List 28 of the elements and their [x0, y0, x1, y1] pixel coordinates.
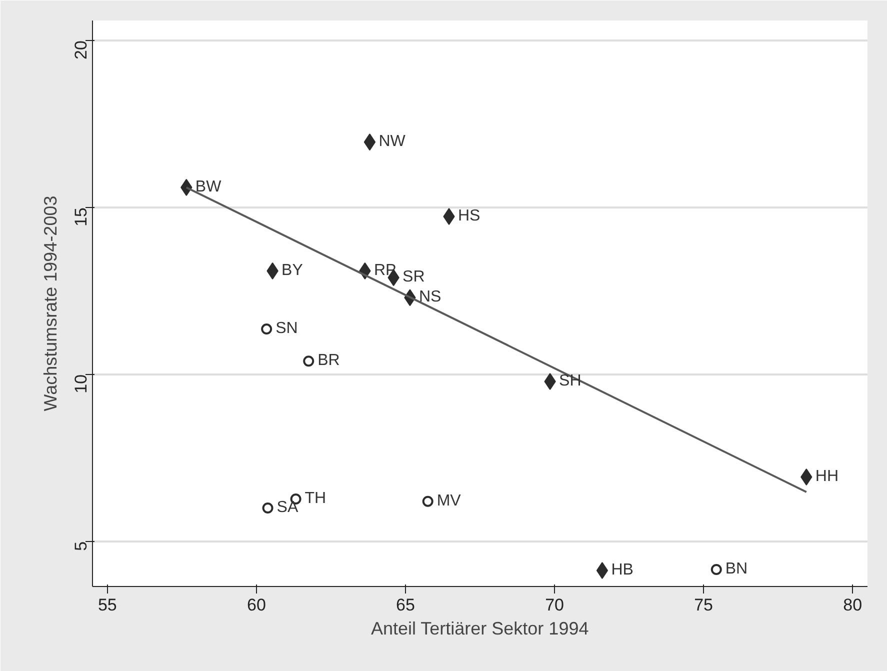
x-tick-label: 65	[396, 596, 415, 614]
data-label: TH	[304, 490, 326, 508]
y-tick-label: 20	[72, 40, 90, 60]
data-label: HH	[815, 468, 839, 485]
data-label: SH	[559, 372, 582, 390]
x-tick-label: 70	[545, 596, 564, 614]
x-axis-title: Anteil Tertiärer Sektor 1994	[370, 618, 589, 638]
x-tick-label: 80	[843, 596, 862, 614]
data-label: BY	[282, 262, 304, 279]
data-label: BN	[725, 560, 748, 578]
data-label: HS	[458, 208, 480, 225]
data-label: NW	[378, 133, 406, 150]
data-label: HB	[611, 561, 634, 578]
y-tick-label: 5	[72, 541, 90, 551]
data-label: NS	[418, 288, 442, 306]
data-label: BR	[318, 352, 340, 370]
y-axis-title: Wachstumsrate 1994-2003	[40, 196, 60, 412]
data-label: SN	[276, 320, 298, 338]
data-label: SA	[276, 499, 298, 516]
data-label: RP	[374, 262, 396, 279]
y-tick-label: 10	[72, 374, 90, 394]
data-label: BW	[195, 178, 222, 196]
y-tick-label: 15	[72, 207, 90, 226]
x-tick-label: 75	[694, 596, 714, 614]
data-label: SR	[402, 268, 425, 286]
x-tick-label: 55	[98, 596, 117, 614]
x-tick-label: 60	[246, 596, 266, 614]
data-label: MV	[436, 492, 462, 510]
